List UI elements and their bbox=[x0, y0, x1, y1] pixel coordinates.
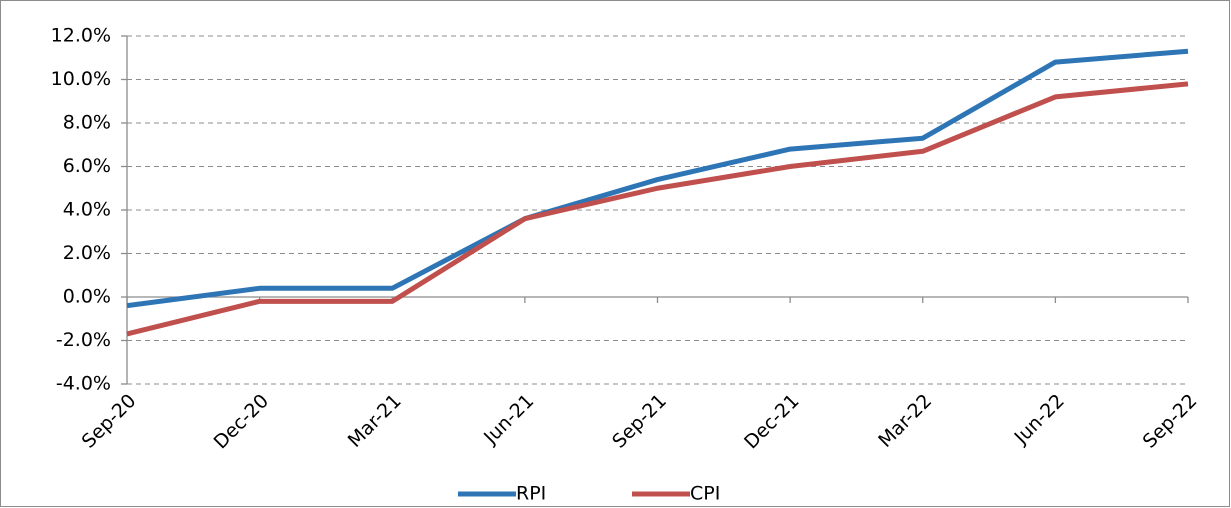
legend-label: RPI bbox=[516, 483, 546, 505]
legend-label: CPI bbox=[690, 483, 720, 505]
y-tick-label: 2.0% bbox=[63, 242, 111, 264]
series-line bbox=[126, 81, 1189, 337]
y-tick-label: -2.0% bbox=[56, 329, 111, 351]
y-tick-label: 0.0% bbox=[63, 286, 111, 308]
y-tick-label: 4.0% bbox=[63, 199, 111, 221]
series-line bbox=[126, 48, 1189, 309]
y-tick-label: 8.0% bbox=[63, 112, 111, 134]
y-tick-label: 12.0% bbox=[51, 25, 111, 47]
y-tick-label: 6.0% bbox=[63, 155, 111, 177]
y-tick-label: 10.0% bbox=[51, 68, 111, 90]
y-tick-label: -4.0% bbox=[56, 373, 111, 395]
